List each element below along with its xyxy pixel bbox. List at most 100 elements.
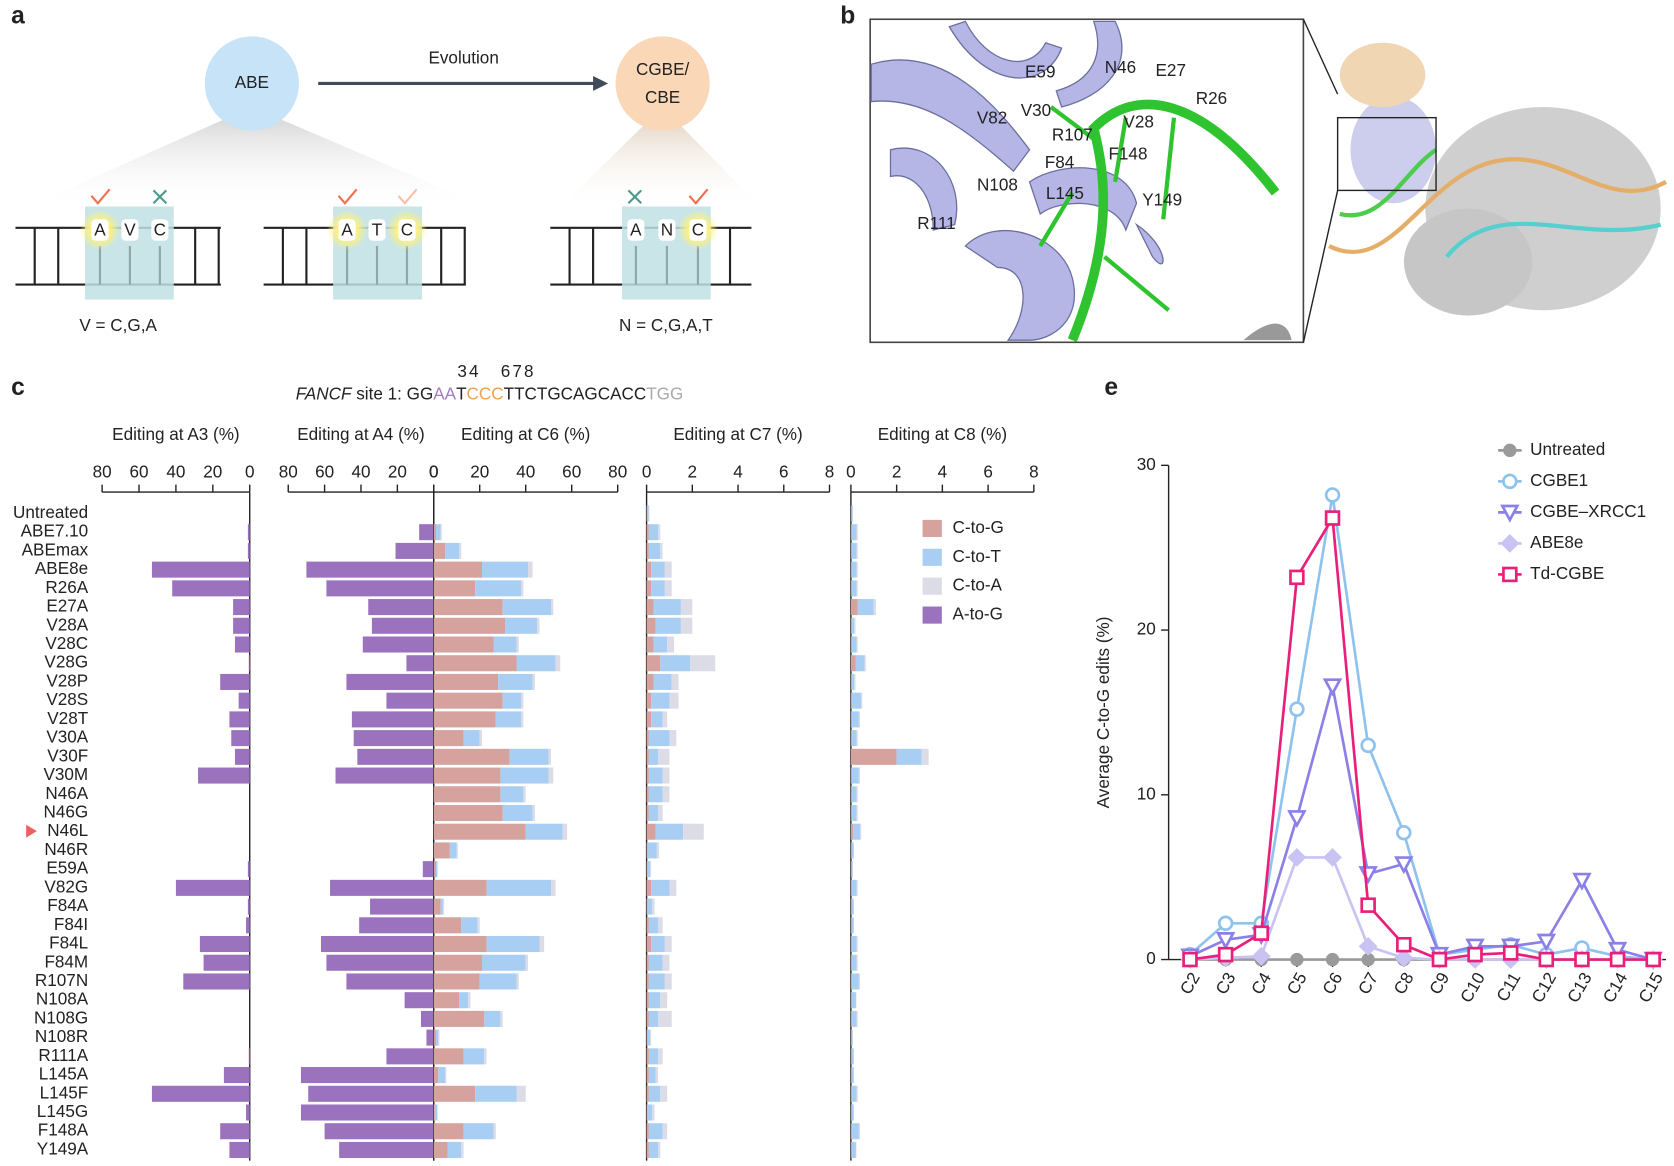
y-tick-label: N108G xyxy=(34,1008,88,1027)
x-tick-label: C2 xyxy=(1176,969,1203,997)
bar-segment xyxy=(856,1010,858,1027)
bar-segment xyxy=(851,917,854,934)
bar-segment xyxy=(646,617,656,634)
bar-segment xyxy=(433,879,487,896)
bar-segment xyxy=(850,617,853,634)
bar-segment xyxy=(151,1085,250,1102)
residue-label: R111 xyxy=(917,214,955,233)
bar-segment xyxy=(498,673,533,690)
bar-segment xyxy=(850,673,853,690)
bar-segment xyxy=(852,786,857,803)
bar-segment xyxy=(852,730,857,747)
bar-segment xyxy=(646,524,649,541)
x-tick-label: 0 xyxy=(429,462,439,481)
bar-segment xyxy=(850,561,853,578)
bar-segment xyxy=(646,861,648,878)
bar-segment xyxy=(850,542,853,559)
bar-segment xyxy=(433,842,450,859)
bar-segment xyxy=(440,524,442,541)
bar-segment xyxy=(172,580,250,597)
y-tick-label: V28T xyxy=(47,709,88,728)
x-tick-label: 4 xyxy=(733,462,743,481)
bar-segment xyxy=(646,580,652,597)
bar-segment xyxy=(646,505,648,522)
bar-segment xyxy=(551,879,556,896)
marker xyxy=(1500,504,1520,523)
marker xyxy=(1287,848,1307,867)
y-tick-label: Y149A xyxy=(37,1139,89,1158)
bar-segment xyxy=(646,1104,648,1121)
y-tick-label: 0 xyxy=(1146,949,1156,968)
bar-segment xyxy=(320,936,434,953)
bar-segment xyxy=(850,1010,853,1027)
bar-segment xyxy=(404,992,434,1009)
bar-segment xyxy=(650,861,652,878)
bar-segment xyxy=(433,1048,464,1065)
label: Evolution xyxy=(428,48,498,67)
bar-segment xyxy=(850,580,853,597)
x-tick-label: 0 xyxy=(642,462,652,481)
legend-swatch xyxy=(922,577,942,595)
y-tick-label: N46L xyxy=(47,821,88,840)
bar-segment xyxy=(658,748,670,765)
panel-label: a xyxy=(11,3,25,30)
x-tick-label: C8 xyxy=(1390,969,1417,997)
marker xyxy=(1251,946,1271,966)
marker xyxy=(1323,848,1342,867)
bar-segment xyxy=(856,730,858,747)
bar-segment xyxy=(671,673,679,690)
bar-segment xyxy=(858,973,861,990)
bar-segment xyxy=(647,1104,653,1121)
bar-segment xyxy=(647,898,653,915)
panel-b-art xyxy=(26,18,1668,838)
marker xyxy=(1396,936,1412,953)
bar-segment xyxy=(433,1010,485,1027)
bar-segment xyxy=(482,954,526,971)
bar-segment xyxy=(851,842,854,859)
bar-segment xyxy=(433,786,501,803)
bar-segment xyxy=(359,917,434,934)
bar-segment xyxy=(669,730,677,747)
x-tick-label: 80 xyxy=(608,462,627,481)
legend-label: C-to-G xyxy=(953,518,1004,537)
bar-segment xyxy=(854,617,856,634)
marker xyxy=(1502,473,1518,490)
bar-segment xyxy=(247,898,250,915)
bar-segment xyxy=(852,524,857,541)
bar-segment xyxy=(493,1123,496,1140)
bar-segment xyxy=(449,842,457,859)
marker xyxy=(1289,701,1305,717)
bar-segment xyxy=(233,617,250,634)
marker xyxy=(1502,566,1518,583)
bar-segment xyxy=(648,730,670,747)
bar-segment xyxy=(368,599,434,616)
bar-segment xyxy=(433,542,446,559)
bar-segment xyxy=(852,767,859,784)
x-tick-label: 2 xyxy=(688,462,698,481)
bar-segment xyxy=(648,1141,659,1158)
y-tick-label: F84M xyxy=(44,952,88,971)
bar-segment xyxy=(445,1067,447,1084)
bar-segment xyxy=(521,580,524,597)
x-tick-label: 80 xyxy=(93,462,112,481)
bar-segment xyxy=(851,898,854,915)
bar-segment xyxy=(646,1067,649,1084)
bar-segment xyxy=(468,992,471,1009)
marker xyxy=(1217,946,1234,963)
bar-segment xyxy=(532,673,535,690)
bar-segment xyxy=(442,898,445,915)
x-tick-label: C9 xyxy=(1426,969,1453,997)
bar-segment xyxy=(646,636,654,653)
bar-segment xyxy=(851,1067,854,1084)
x-tick-label: 40 xyxy=(351,462,370,481)
base-letter: C xyxy=(692,221,704,240)
bar-segment xyxy=(648,542,661,559)
bar-segment xyxy=(655,617,681,634)
bar-segment xyxy=(850,1085,853,1102)
y-tick-label: N108R xyxy=(35,1027,88,1046)
bar-segment xyxy=(426,1029,434,1046)
y-tick-label: V30A xyxy=(46,728,88,747)
bar-segment xyxy=(433,1067,439,1084)
bar-segment xyxy=(479,973,517,990)
